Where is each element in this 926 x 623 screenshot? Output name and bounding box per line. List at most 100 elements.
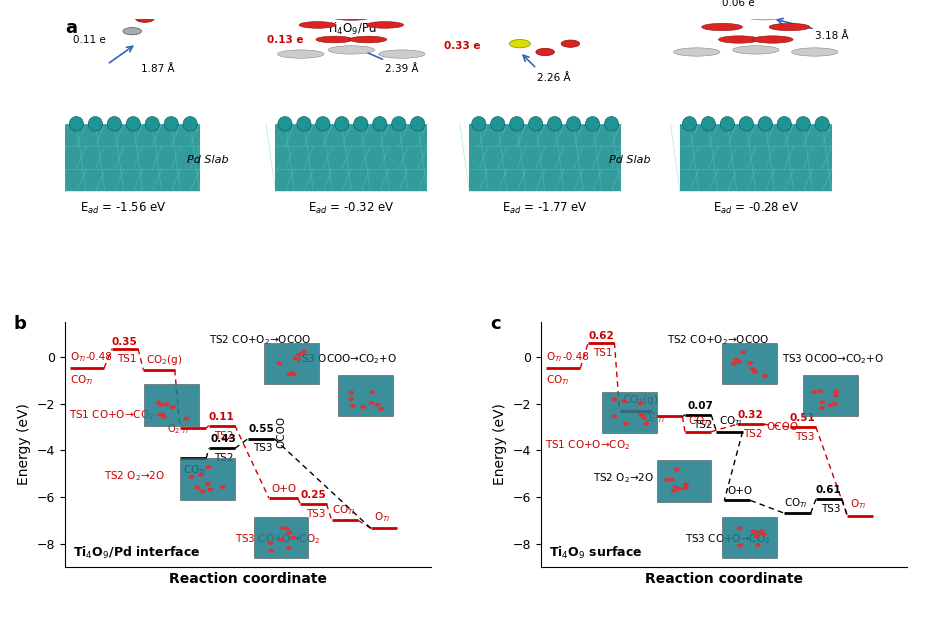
Ellipse shape <box>88 117 103 131</box>
Circle shape <box>286 531 293 535</box>
Circle shape <box>375 403 381 407</box>
Circle shape <box>284 526 290 531</box>
Text: TS1 CO+O→CO$_2$: TS1 CO+O→CO$_2$ <box>69 408 154 422</box>
Ellipse shape <box>135 15 154 22</box>
Ellipse shape <box>792 48 838 56</box>
Text: TS3: TS3 <box>821 505 841 515</box>
Text: O$_{2\ Ti}$: O$_{2\ Ti}$ <box>644 411 666 424</box>
Text: O$_{Ti}$: O$_{Ti}$ <box>373 511 391 525</box>
Text: TS3 OCOO→CO$_2$+O: TS3 OCOO→CO$_2$+O <box>782 353 884 366</box>
X-axis label: Reaction coordinate: Reaction coordinate <box>169 573 327 586</box>
Text: TS3 CO+O→CO$_2$: TS3 CO+O→CO$_2$ <box>235 532 320 546</box>
Ellipse shape <box>392 117 406 131</box>
Text: 0.43: 0.43 <box>210 434 236 444</box>
Circle shape <box>817 389 823 393</box>
Circle shape <box>832 394 839 397</box>
Text: a: a <box>65 19 77 37</box>
Circle shape <box>751 530 757 533</box>
Circle shape <box>761 533 767 536</box>
Text: CO$_{Ti}$: CO$_{Ti}$ <box>720 414 743 428</box>
Text: TS2 CO+O$_2$→OCOO: TS2 CO+O$_2$→OCOO <box>667 334 769 348</box>
FancyBboxPatch shape <box>338 374 393 416</box>
Ellipse shape <box>758 117 772 131</box>
Ellipse shape <box>278 117 292 131</box>
Ellipse shape <box>183 117 197 131</box>
FancyBboxPatch shape <box>803 374 858 416</box>
Ellipse shape <box>372 117 387 131</box>
Text: O$_{Ti}$: O$_{Ti}$ <box>546 351 563 364</box>
Ellipse shape <box>739 117 754 131</box>
Circle shape <box>350 404 356 408</box>
Ellipse shape <box>126 117 141 131</box>
Ellipse shape <box>278 50 324 58</box>
Circle shape <box>669 478 674 482</box>
Circle shape <box>621 399 627 403</box>
Text: TS2 O$_2$→2O: TS2 O$_2$→2O <box>594 471 655 485</box>
Circle shape <box>664 478 670 482</box>
Ellipse shape <box>379 50 425 58</box>
Ellipse shape <box>701 117 716 131</box>
Ellipse shape <box>471 117 486 131</box>
Circle shape <box>638 401 644 405</box>
Circle shape <box>219 485 226 489</box>
Text: Ti$_4$O$_9$/Pd: Ti$_4$O$_9$/Pd <box>326 21 377 37</box>
Ellipse shape <box>796 117 810 131</box>
Circle shape <box>158 403 164 407</box>
FancyBboxPatch shape <box>181 458 235 500</box>
Circle shape <box>183 417 189 421</box>
Circle shape <box>611 414 617 418</box>
Text: O$_{Ti}$: O$_{Ti}$ <box>850 498 867 511</box>
Circle shape <box>644 422 649 426</box>
Text: TS2: TS2 <box>743 429 762 439</box>
Ellipse shape <box>682 117 696 131</box>
Text: OCOO: OCOO <box>766 422 798 432</box>
Ellipse shape <box>50 117 65 131</box>
Circle shape <box>295 357 301 361</box>
Circle shape <box>672 485 678 489</box>
Text: TS3: TS3 <box>253 444 273 454</box>
Ellipse shape <box>164 117 179 131</box>
Circle shape <box>269 549 274 553</box>
Ellipse shape <box>547 117 562 131</box>
Text: 0.25: 0.25 <box>300 490 326 500</box>
Circle shape <box>198 473 204 477</box>
Ellipse shape <box>350 36 387 43</box>
Text: 1.87 Å: 1.87 Å <box>141 65 174 75</box>
Text: CO$_{Ti}$: CO$_{Ti}$ <box>332 503 356 517</box>
Text: TS2 O$_2$→2O: TS2 O$_2$→2O <box>104 469 165 483</box>
Ellipse shape <box>585 117 600 131</box>
Ellipse shape <box>735 11 776 18</box>
Circle shape <box>205 482 210 486</box>
Text: TS3: TS3 <box>306 509 325 519</box>
Circle shape <box>611 397 618 401</box>
Ellipse shape <box>491 117 505 131</box>
Circle shape <box>301 350 307 353</box>
Ellipse shape <box>367 22 404 28</box>
Circle shape <box>164 402 169 406</box>
Ellipse shape <box>719 36 759 43</box>
Circle shape <box>756 531 761 535</box>
Circle shape <box>759 529 765 533</box>
Circle shape <box>832 402 838 406</box>
Circle shape <box>348 397 354 401</box>
Text: -0.48: -0.48 <box>86 352 113 362</box>
Text: TS1 CO+O→CO$_2$: TS1 CO+O→CO$_2$ <box>545 439 631 452</box>
Text: 0.62: 0.62 <box>588 331 614 341</box>
Text: CO$_{Ti}$: CO$_{Ti}$ <box>182 463 206 477</box>
Text: Ti$_4$O$_9$/Pd interface: Ti$_4$O$_9$/Pd interface <box>72 545 200 561</box>
FancyBboxPatch shape <box>722 343 778 384</box>
Circle shape <box>752 370 758 374</box>
Circle shape <box>369 391 375 394</box>
Text: Pd Slab: Pd Slab <box>187 155 229 165</box>
Text: 0.55: 0.55 <box>248 424 274 434</box>
Text: CO$_2$(g): CO$_2$(g) <box>146 353 182 367</box>
Circle shape <box>674 467 680 472</box>
Text: TS3: TS3 <box>795 432 815 442</box>
Ellipse shape <box>328 45 374 54</box>
Circle shape <box>268 541 274 545</box>
Ellipse shape <box>297 117 311 131</box>
Text: CO$_2$(g): CO$_2$(g) <box>622 393 658 407</box>
Circle shape <box>276 361 282 366</box>
Ellipse shape <box>316 36 353 43</box>
Text: Pd Slab: Pd Slab <box>608 155 650 165</box>
